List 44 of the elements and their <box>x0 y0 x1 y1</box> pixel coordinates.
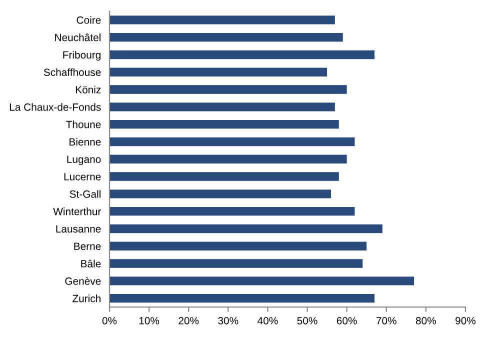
x-tick-label: 80% <box>416 317 436 324</box>
y-tick-label: Zurich <box>72 294 100 302</box>
y-tick-label: Lucerne <box>64 173 101 180</box>
x-tick-label: 70% <box>376 317 396 324</box>
bar <box>109 120 339 129</box>
y-tick-label: Genève <box>65 277 101 285</box>
bar <box>109 190 331 198</box>
y-tick-label: Fribourg <box>63 50 100 61</box>
x-tick-label: 50% <box>297 317 318 324</box>
bar <box>109 137 355 146</box>
bar <box>109 206 355 216</box>
bar <box>109 276 414 286</box>
x-tick-label: 20% <box>178 317 199 324</box>
y-tick-label: St-Gall <box>70 190 100 198</box>
bar <box>109 16 335 24</box>
x-tick-label: 30% <box>218 317 238 324</box>
bar <box>109 85 347 94</box>
x-tick-label: 40% <box>258 317 278 324</box>
bar <box>109 259 363 268</box>
y-tick-label: La Chaux-de-Fonds <box>10 103 101 111</box>
y-tick-label: Berne <box>74 242 101 250</box>
x-tick-label: 10% <box>139 317 160 324</box>
bar <box>109 154 347 164</box>
bar <box>109 102 335 112</box>
x-tick-label: 90% <box>456 317 476 324</box>
y-tick-label: Bienne <box>70 138 101 146</box>
bar <box>109 294 374 303</box>
y-tick-label: Winterthur <box>53 208 101 216</box>
bar <box>109 68 328 76</box>
y-tick-label: Thoune <box>66 120 101 128</box>
y-tick-label: Bâle <box>81 260 101 268</box>
x-tick-label: 0% <box>102 317 117 324</box>
x-tick-label: 60% <box>336 317 357 324</box>
y-tick-label: Lugano <box>67 156 101 166</box>
y-tick-label: Lausanne <box>56 225 101 233</box>
bar <box>109 242 367 250</box>
bar <box>109 172 339 181</box>
bar <box>109 32 343 42</box>
bar <box>109 50 374 60</box>
y-tick-label: Schaffhouse <box>44 68 101 76</box>
bar <box>109 224 382 234</box>
y-tick-label: Neuchâtel <box>55 34 100 42</box>
y-tick-label: Coire <box>76 16 101 24</box>
y-tick-label: Köniz <box>76 86 101 94</box>
